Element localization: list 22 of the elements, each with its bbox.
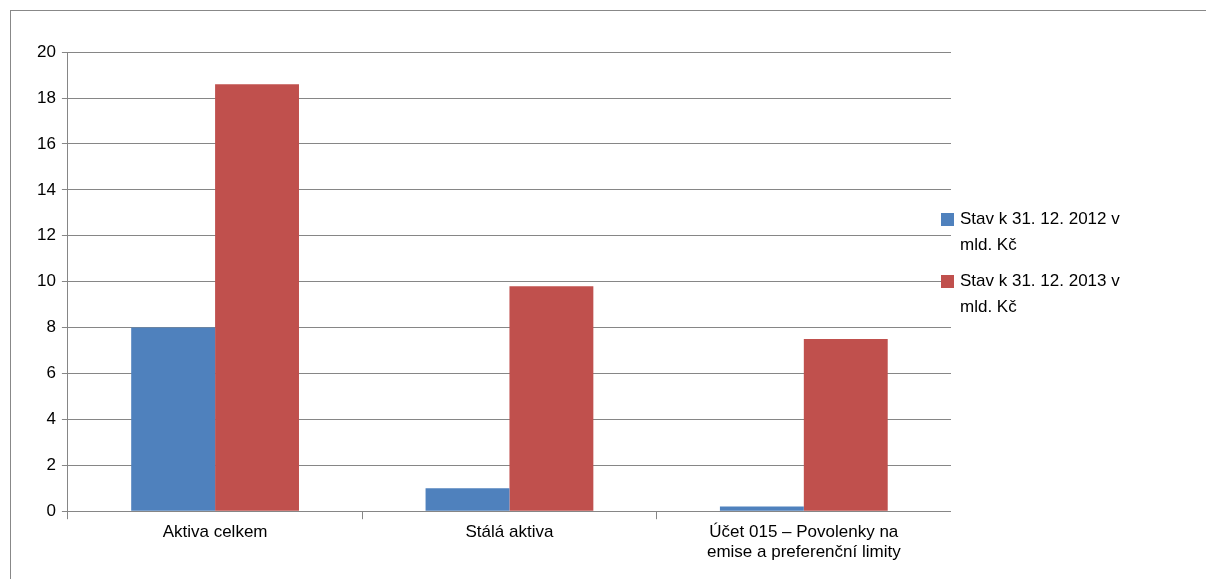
y-tick-label: 12: [36, 225, 56, 245]
y-tick-label: 6: [46, 363, 56, 383]
legend-label: Stav k 31. 12. 2012 v mld. Kč: [960, 208, 1121, 256]
y-tick-label: 0: [46, 500, 56, 520]
bar: [719, 506, 804, 511]
x-tick-label: Stálá aktiva: [465, 522, 554, 542]
bar: [131, 327, 216, 511]
y-tick-label: 2: [46, 454, 56, 474]
x-tick-label: Účet 015 – Povolenky na emise a preferenční limity: [706, 522, 902, 562]
bar: [215, 84, 299, 511]
y-tick-label: 20: [36, 41, 56, 61]
bar: [425, 488, 510, 511]
bar: [803, 339, 888, 511]
y-tick-label: 16: [36, 133, 56, 153]
bar: [509, 286, 594, 511]
y-tick-label: 8: [46, 317, 56, 337]
legend-label: Stav k 31. 12. 2013 v mld. Kč: [960, 270, 1121, 318]
y-tick-label: 14: [36, 179, 56, 199]
y-tick-label: 10: [36, 271, 56, 291]
x-tick-label: Aktiva celkem: [162, 522, 268, 542]
y-tick-label: 4: [46, 409, 56, 429]
y-tick-label: 18: [36, 87, 56, 107]
